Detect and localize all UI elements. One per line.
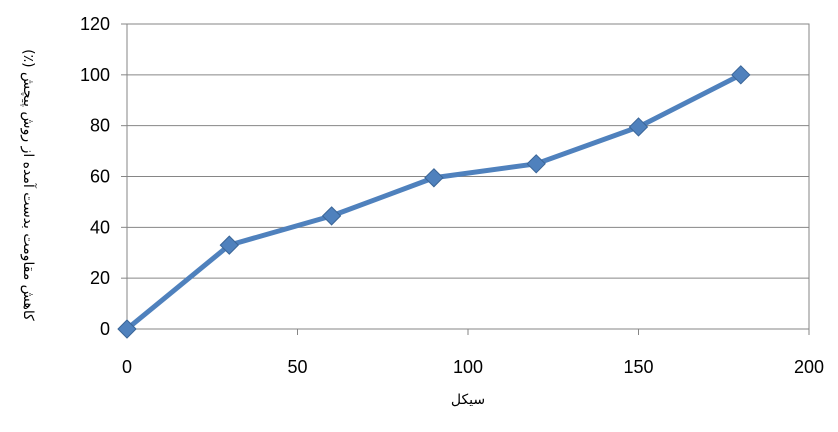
y-tick-label-20: 20 bbox=[90, 268, 110, 288]
data-point-5 bbox=[628, 117, 649, 137]
x-axis-tick-labels: 0 50 100 150 200 bbox=[122, 357, 824, 377]
y-tick-label-100: 100 bbox=[80, 65, 110, 85]
y-tick-label-120: 120 bbox=[80, 14, 110, 34]
x-axis-title: سیکل bbox=[451, 392, 485, 408]
x-tick-label-0: 0 bbox=[122, 357, 132, 377]
y-axis-tick-labels: 0 20 40 60 80 100 120 bbox=[80, 14, 110, 339]
x-tick-label-50: 50 bbox=[287, 357, 307, 377]
x-tick-label-200: 200 bbox=[794, 357, 824, 377]
data-point-3 bbox=[424, 168, 444, 188]
y-tick-label-60: 60 bbox=[90, 167, 110, 187]
x-tick-label-150: 150 bbox=[623, 357, 653, 377]
series-markers bbox=[117, 65, 751, 339]
data-point-4 bbox=[526, 154, 546, 174]
x-tick-label-100: 100 bbox=[453, 357, 483, 377]
data-point-1 bbox=[219, 235, 240, 255]
data-point-2 bbox=[321, 206, 342, 226]
gridlines bbox=[121, 23, 810, 335]
y-axis-title: کاهش مقاومت بدست آمده از روش پیچش (٪) bbox=[20, 49, 37, 321]
y-tick-label-40: 40 bbox=[90, 217, 110, 237]
data-point-0 bbox=[117, 319, 137, 339]
data-point-6 bbox=[731, 65, 751, 85]
y-tick-label-0: 0 bbox=[100, 319, 110, 339]
y-tick-label-80: 80 bbox=[90, 116, 110, 136]
